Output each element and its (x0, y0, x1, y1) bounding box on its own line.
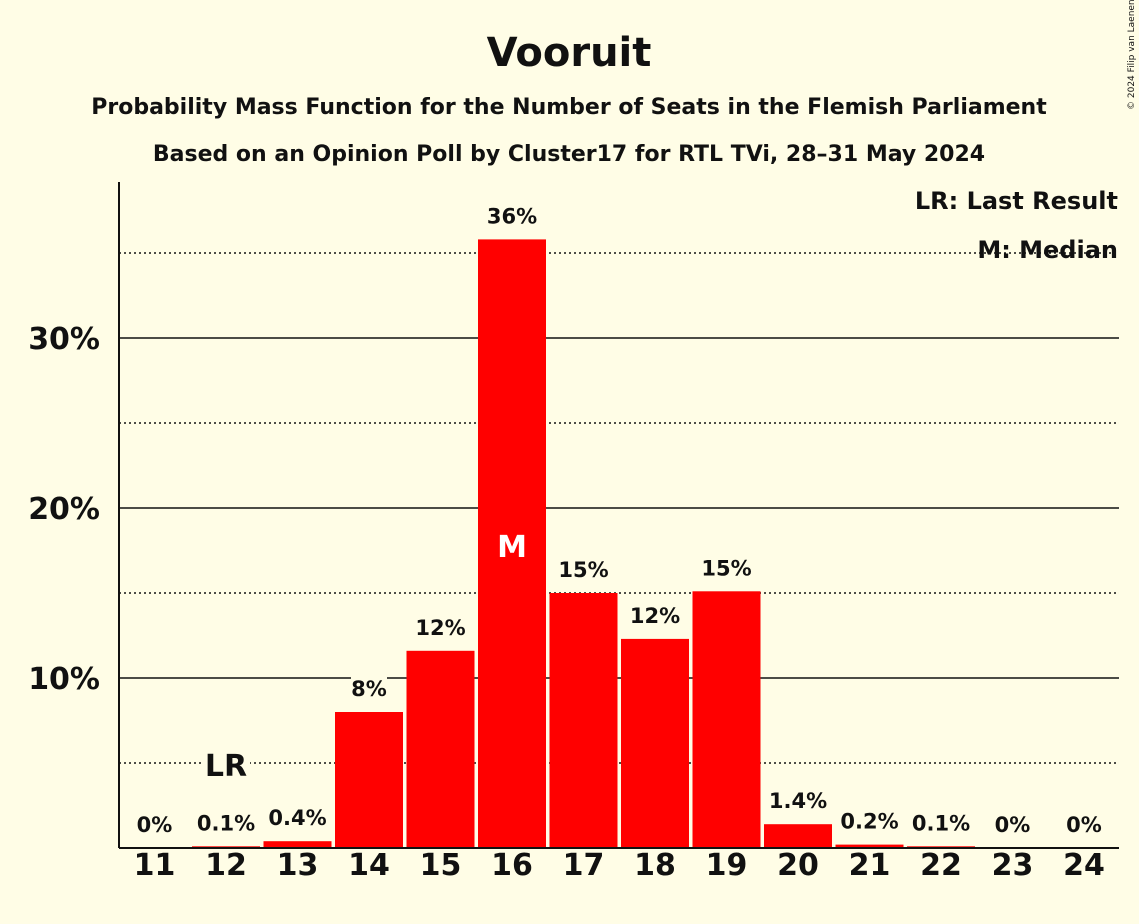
data-label-11: 0% (137, 813, 173, 837)
bar-17 (549, 593, 618, 848)
y-tick-label: 20% (28, 492, 100, 527)
bar-14 (335, 712, 403, 848)
data-label-12: 0.1% (197, 811, 255, 835)
legend-median: M: Median (977, 236, 1118, 264)
markers-group: LR M (202, 530, 527, 784)
y-tick-label: 30% (28, 322, 100, 357)
x-tick-labels: 11 12 13 14 15 16 17 18 19 20 21 22 23 24 (134, 848, 1105, 883)
bar-15 (406, 650, 475, 848)
x-tick-label: 18 (634, 848, 676, 883)
bar-13 (263, 841, 332, 848)
data-label-19: 15% (701, 556, 751, 580)
data-label-14: 8% (351, 677, 387, 701)
bar-21 (835, 844, 904, 848)
median-marker: M (497, 530, 527, 565)
data-label-bg (994, 812, 1031, 838)
data-label-bg (351, 676, 387, 702)
x-tick-label: 14 (348, 848, 390, 883)
data-label-22: 0.1% (912, 811, 970, 835)
data-label-13: 0.4% (268, 806, 326, 830)
bar-19 (692, 591, 761, 848)
data-label-bg (136, 812, 173, 838)
x-tick-label: 21 (849, 848, 891, 883)
data-label-bg (1066, 812, 1102, 838)
data-labels-group: 0% 0.1% 0.4% 8% 12% 36% 15% 12% 15% 1.4% 0.2% 0.1% 0… (136, 203, 1102, 838)
data-label-18: 12% (630, 604, 680, 628)
x-tick-label: 15 (420, 848, 462, 883)
last-result-marker: LR (205, 749, 247, 784)
copyright-notice: © 2024 Filip van Laenen (1127, 0, 1137, 110)
data-label-bg (559, 557, 608, 583)
bar-20 (764, 824, 832, 848)
data-label-16: 36% (487, 204, 537, 228)
data-label-21: 0.2% (840, 810, 898, 834)
x-tick-label: 22 (920, 848, 962, 883)
data-label-bg (767, 788, 829, 815)
data-label-bg (487, 203, 537, 230)
x-tick-label: 16 (491, 848, 533, 883)
data-label-24: 0% (1066, 813, 1102, 837)
data-label-bg (416, 614, 465, 641)
chart-title: Vooruit (487, 30, 652, 76)
legend-last-result: LR: Last Result (915, 187, 1118, 215)
x-tick-label: 17 (563, 848, 605, 883)
x-tick-label: 24 (1063, 848, 1105, 883)
bar-16 (478, 239, 546, 848)
data-label-bg (702, 555, 751, 582)
data-label-bg (630, 602, 680, 629)
data-label-17: 15% (558, 558, 608, 582)
lr-marker-bg (202, 744, 250, 780)
bars-group (192, 239, 975, 848)
data-label-bg (266, 805, 329, 832)
data-label-bg (838, 808, 901, 835)
y-tick-label: 10% (28, 662, 100, 697)
x-tick-label: 20 (777, 848, 819, 883)
chart-subtitle-2: Based on an Opinion Poll by Cluster17 fo… (153, 142, 985, 167)
bar-18 (621, 638, 689, 848)
y-tick-labels: 10% 20% 30% (28, 322, 100, 697)
x-tick-label: 23 (992, 848, 1034, 883)
data-label-bg (195, 810, 257, 837)
x-tick-label: 11 (134, 848, 176, 883)
data-label-23: 0% (995, 813, 1031, 837)
data-label-15: 12% (415, 616, 465, 640)
chart-subtitle-1: Probability Mass Function for the Number… (91, 95, 1047, 120)
x-tick-label: 12 (205, 848, 247, 883)
data-label-20: 1.4% (769, 789, 827, 813)
x-tick-label: 19 (706, 848, 748, 883)
data-label-bg (910, 810, 972, 837)
gridlines (119, 252, 1119, 764)
x-tick-label: 13 (277, 848, 319, 883)
